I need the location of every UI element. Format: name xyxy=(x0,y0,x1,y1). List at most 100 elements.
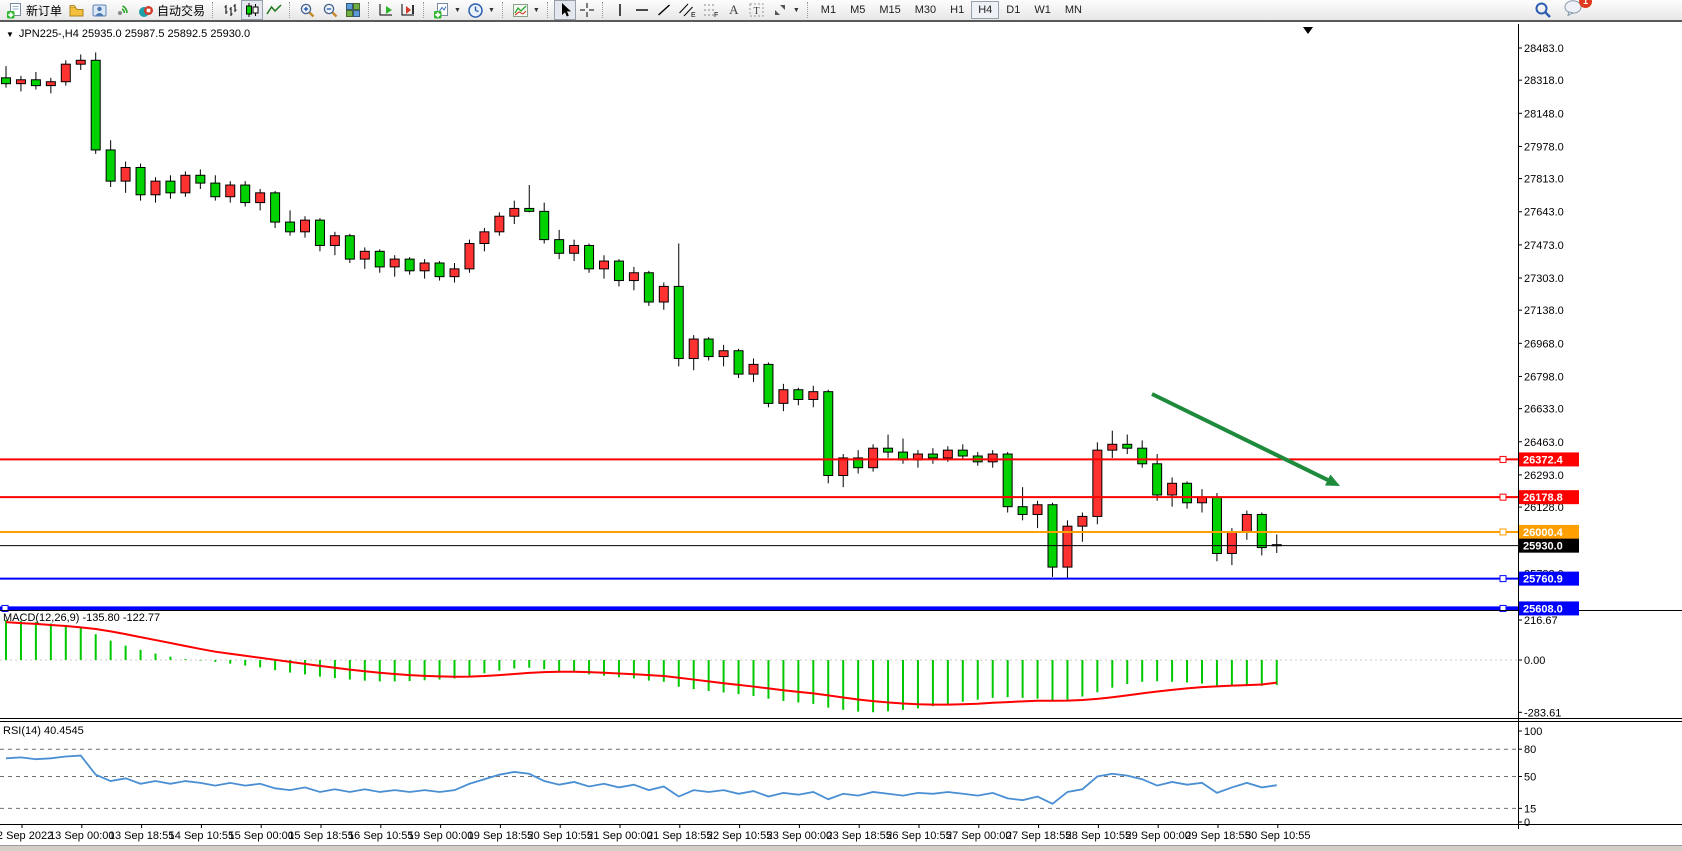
candle-body xyxy=(479,231,490,245)
bar-chart-mode-button[interactable] xyxy=(219,0,241,20)
rsi-scale-label: 80 xyxy=(1524,744,1536,756)
toolbar-separator xyxy=(601,2,605,18)
line-handle[interactable] xyxy=(1499,575,1507,583)
crosshair-tool-button[interactable] xyxy=(576,0,598,20)
candle-body xyxy=(15,79,26,85)
autotrading-button[interactable]: 自动交易 xyxy=(134,0,208,20)
time-axis-label: 12 Sep 2022 xyxy=(0,830,53,842)
time-axis-label: 28 Sep 10:55 xyxy=(1066,830,1131,842)
candle-body xyxy=(569,244,580,254)
line-handle[interactable] xyxy=(1499,493,1507,501)
svg-text:T: T xyxy=(753,6,759,17)
fibonacci-tool-button[interactable]: F xyxy=(699,0,723,20)
candle-body xyxy=(210,182,221,198)
horizontal-line-tool-button[interactable] xyxy=(631,0,653,20)
candle-body xyxy=(150,180,161,196)
timeframe-h4-button[interactable]: H4 xyxy=(971,1,1000,19)
bar-chart-icon xyxy=(224,4,237,16)
trendline-icon xyxy=(657,4,670,16)
candle-body xyxy=(1077,515,1088,527)
vertical-line-tool-button[interactable] xyxy=(609,0,631,20)
line-handle[interactable] xyxy=(1499,604,1507,612)
candle-body xyxy=(494,215,505,233)
candle-body xyxy=(449,268,460,278)
price-axis-label: 28148.0 xyxy=(1524,108,1564,120)
tile-windows-button[interactable] xyxy=(342,0,364,20)
candle-body xyxy=(1167,482,1178,496)
new-order-button[interactable]: 新订单 xyxy=(3,0,65,20)
level-price-tag: 26372.4 xyxy=(1523,454,1564,466)
periods-button[interactable]: ▼ xyxy=(464,0,498,20)
signals-button[interactable] xyxy=(111,0,134,20)
candle-body xyxy=(883,447,894,453)
trend-arrow-annotation[interactable] xyxy=(1151,392,1332,484)
candle-body xyxy=(613,260,624,282)
level-price-tag-bg xyxy=(1519,571,1579,586)
zoom-in-button[interactable] xyxy=(296,0,319,20)
timeframe-d1-button[interactable]: D1 xyxy=(1006,4,1021,16)
profiles-button[interactable] xyxy=(65,0,88,20)
price-axis-label: 27978.0 xyxy=(1524,141,1564,153)
candlestick-mode-button[interactable] xyxy=(241,0,264,20)
toolbar-separator xyxy=(423,2,426,18)
auto-scroll-icon xyxy=(379,4,393,16)
timeframe-m15-button[interactable]: M15 xyxy=(879,4,901,16)
time-axis-label: 22 Sep 10:55 xyxy=(707,830,772,842)
line-handle[interactable] xyxy=(1499,528,1507,536)
text-tool-icon: A xyxy=(729,2,739,17)
notifications-button[interactable]: 1 xyxy=(1564,0,1592,21)
community-button[interactable] xyxy=(88,0,111,20)
text-label-tool-button[interactable]: T xyxy=(745,0,769,20)
line-chart-mode-button[interactable] xyxy=(263,0,285,20)
new-chart-button[interactable]: ▼ xyxy=(430,0,464,20)
candle-body xyxy=(838,457,849,476)
candle-body xyxy=(703,338,714,358)
candle-body xyxy=(584,244,595,270)
candle-body xyxy=(748,363,759,375)
timeframe-m30-button[interactable]: M30 xyxy=(914,4,937,16)
text-tool-button[interactable]: A xyxy=(723,0,745,20)
time-axis-label: 13 Sep 18:55 xyxy=(109,830,174,842)
channel-icon: E xyxy=(678,3,696,18)
candle-body xyxy=(1152,463,1163,496)
chart-canvas[interactable]: 28483.0 28318.0 28148.0 27978.0 27813.0 27643… xyxy=(0,24,1682,846)
timeframe-mn-button[interactable]: MN xyxy=(1064,4,1082,16)
timeframe-m1-button[interactable]: M1 xyxy=(820,4,837,16)
trendline-tool-button[interactable] xyxy=(653,0,675,20)
line-handle[interactable] xyxy=(1499,455,1507,463)
candle-body xyxy=(853,457,864,469)
rsi-indicator-label: RSI(14) 40.4545 xyxy=(3,725,84,737)
indicators-button[interactable]: ▼ xyxy=(509,0,543,20)
cursor-tool-button[interactable] xyxy=(553,0,576,20)
timeframe-h1-button[interactable]: H1 xyxy=(950,4,965,16)
toolbar-separator xyxy=(289,2,292,18)
candle-body xyxy=(180,174,191,194)
chart-shift-button[interactable] xyxy=(397,0,419,20)
chart-menu-arrow-icon[interactable]: ▼ xyxy=(6,30,14,39)
timeframe-m5-button[interactable]: M5 xyxy=(850,4,866,16)
search-icon[interactable] xyxy=(1534,1,1552,19)
notification-badge: 1 xyxy=(1579,0,1592,8)
candle-body xyxy=(927,453,938,459)
chart-window[interactable]: 28483.0 28318.0 28148.0 27978.0 27813.0 27643… xyxy=(0,24,1682,846)
level-price-tag: 26178.8 xyxy=(1523,492,1563,504)
candle-body xyxy=(434,262,445,278)
cursor-icon xyxy=(561,3,571,17)
zoom-out-button[interactable] xyxy=(319,0,342,20)
price-axis-label: 27813.0 xyxy=(1524,174,1564,186)
line-handle[interactable] xyxy=(1,604,9,612)
timeframe-w1-button[interactable]: W1 xyxy=(1034,4,1051,16)
candle-body xyxy=(957,449,968,457)
candle-body xyxy=(1211,496,1222,554)
level-price-tag-bg xyxy=(1519,452,1579,467)
equidistant-channel-tool-button[interactable]: E xyxy=(675,0,699,20)
autotrading-icon xyxy=(139,5,154,17)
candle-body xyxy=(374,250,385,268)
candle-body xyxy=(225,184,236,198)
time-axis-label: 29 Sep 00:00 xyxy=(1125,830,1190,842)
candle-body xyxy=(60,63,71,83)
auto-scroll-button[interactable] xyxy=(375,0,397,20)
time-axis-label: 23 Sep 18:55 xyxy=(826,830,891,842)
arrows-tool-button[interactable]: ▼ xyxy=(769,0,803,20)
candle-body xyxy=(1122,443,1133,449)
